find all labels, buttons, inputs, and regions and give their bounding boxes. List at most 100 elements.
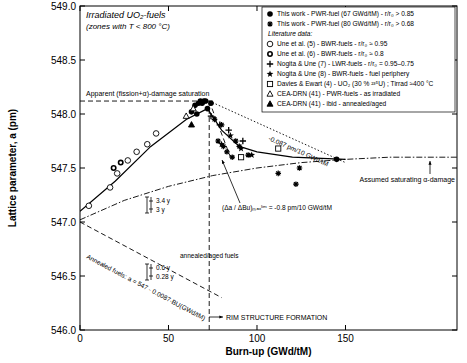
data-point [238, 155, 243, 160]
y-tick-label: 547.0 [51, 217, 76, 228]
x-tick [256, 6, 257, 11]
data-point [275, 171, 281, 177]
annotation: Assumed saturating α-damage [360, 176, 456, 184]
legend-marker [267, 21, 273, 27]
y-tick [80, 6, 85, 7]
data-point [240, 138, 246, 144]
x-tick [80, 325, 81, 330]
legend-marker [267, 11, 273, 17]
data-point [114, 171, 120, 177]
y-tick [452, 276, 457, 277]
annotation: (Δa / ΔBu)ₘₐₓˡⁱᵐ = -0.8 pm/10 GWd/tM [222, 204, 332, 212]
data-point [203, 98, 209, 104]
y-tick [452, 168, 457, 169]
legend-heading: Literature data: [268, 30, 313, 37]
data-point [107, 185, 113, 191]
data-point [134, 149, 140, 155]
x-axis-label: Burn-up (GWd/tM) [225, 346, 311, 357]
data-point [111, 166, 115, 170]
legend-label: Nogita & Une (7) - LWR-fuels - r/r₀ = 0.… [277, 60, 414, 68]
annotation: -0.087 pm/10 GWd/tM [267, 135, 330, 169]
data-point [153, 131, 159, 137]
x-tick [168, 6, 169, 11]
data-point [334, 157, 340, 163]
y-tick [80, 60, 85, 61]
y-tick-label: 546.0 [51, 325, 76, 336]
y-tick [452, 330, 457, 331]
arrow-head [219, 315, 223, 318]
annotation: Irradiated UO₂-fuels [86, 10, 166, 20]
data-point [238, 145, 245, 152]
arrow-head [222, 160, 225, 164]
data-point [215, 138, 221, 144]
data-point [194, 111, 200, 117]
data-point [229, 154, 235, 160]
x-tick-label: 100 [249, 333, 266, 344]
legend-label: CEA-DRN (41) - PWR-fuels - as irradiated [277, 90, 400, 98]
legend-label: Une et al. (5) - BWR-fuels - r/r₀ ≈ 0.95 [277, 40, 388, 48]
y-tick-label: 548.5 [51, 55, 76, 66]
data-point [86, 203, 92, 209]
y-tick [452, 114, 457, 115]
data-point [208, 100, 214, 106]
x-tick-label: 0 [77, 333, 83, 344]
legend-label: Nogita & Une (8) - BWR-fuels - fuel peri… [277, 70, 410, 78]
y-tick [80, 276, 85, 277]
x-tick [80, 6, 81, 11]
legend-marker [267, 41, 273, 47]
legend-marker [268, 52, 272, 56]
plot-frame [80, 6, 457, 330]
data-point [205, 106, 211, 112]
curve [80, 109, 345, 212]
legend-label: Davies & Ewart (4) - UO₂ (30 % ²³⁵U) ; T… [277, 80, 434, 88]
annotations: Irradiated UO₂-fuels (zones with T < 800 … [85, 10, 455, 322]
data-point [208, 113, 214, 119]
annotation: annealed/aged fuels [180, 252, 239, 260]
annotation: (zones with T < 800 °C) [86, 22, 170, 31]
y-axis-label: Lattice parameter, a (pm) [7, 109, 18, 227]
legend-label: CEA-DRN (41) - ibid - annealed/aged [277, 100, 387, 108]
data-point [190, 105, 196, 110]
y-tick [80, 330, 85, 331]
x-tick [256, 325, 257, 330]
data-point [276, 146, 281, 151]
data-point [233, 138, 239, 144]
x-tick-label: 150 [337, 333, 354, 344]
error-symbol [145, 197, 153, 213]
data-point [119, 160, 123, 164]
data-point [224, 149, 230, 155]
data-point [297, 165, 303, 171]
legend-label: This work - PWR-fuel (67 GWd/tM) - r/r₀ … [277, 10, 414, 18]
y-tick-label: 548.0 [51, 109, 76, 120]
x-tick [168, 325, 169, 330]
y-tick [452, 222, 457, 223]
plot-area [80, 98, 457, 330]
arrow [222, 160, 240, 203]
annotation: 0.28 y [156, 273, 174, 281]
annotation: Apparent (fission+α)-damage saturation [86, 90, 209, 98]
y-tick [80, 114, 85, 115]
data-point [218, 141, 225, 148]
curve [209, 101, 230, 157]
arrow-head [428, 161, 431, 165]
legend-label: Une et al. (6) - BWR-fuels - r/r₀ ≈ 0.8 [277, 50, 384, 58]
legend-marker [267, 81, 272, 86]
legend-frame [262, 7, 455, 112]
y-tick-label: 547.5 [51, 163, 76, 174]
y-tick-label: 546.5 [51, 271, 76, 282]
data-point [293, 181, 299, 187]
legend-marker [267, 91, 273, 96]
annotation: 0.6 y [156, 264, 171, 272]
legend-marker [267, 61, 273, 67]
legend-marker [267, 101, 273, 106]
data-point [248, 151, 255, 158]
x-tick-label: 50 [163, 333, 175, 344]
data-point [212, 117, 218, 123]
y-tick-label: 549.0 [51, 1, 76, 12]
data-point [125, 158, 131, 164]
data-point [189, 122, 195, 127]
data-point [227, 132, 234, 139]
data-point [217, 122, 223, 128]
curve [80, 101, 213, 102]
legend-label: This work - PWR-fuel (80 GWd/tM) - r/r₀ … [277, 20, 414, 28]
